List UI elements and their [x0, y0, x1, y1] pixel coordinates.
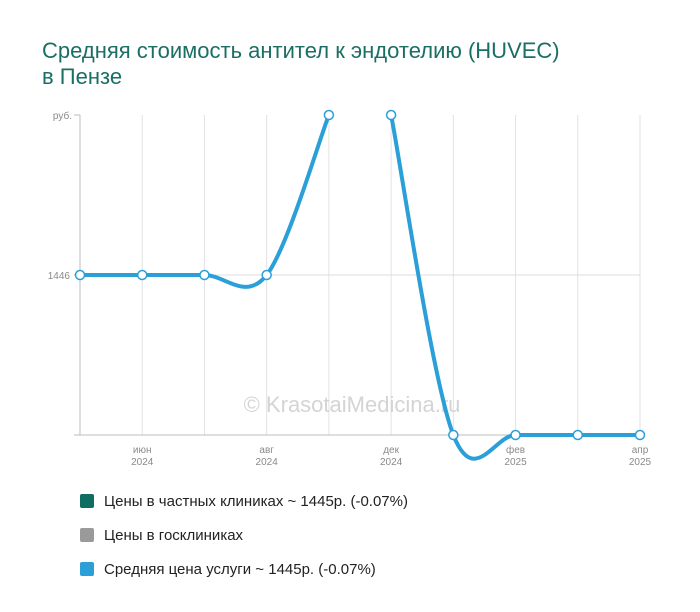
x-tick-label-year: 2024 — [131, 457, 154, 468]
chart-title-line-2: в Пензе — [42, 64, 123, 89]
chart-title: Средняя стоимость антител к эндотелию (H… — [42, 38, 662, 90]
y-tick-label: 1446 — [48, 271, 71, 282]
watermark: © KrasotaiMedicina.ru — [244, 392, 461, 417]
data-point — [199, 269, 210, 281]
data-point — [572, 429, 584, 441]
legend-swatch-private — [80, 494, 94, 508]
x-tick-label-year: 2025 — [504, 457, 527, 468]
data-point — [136, 269, 148, 281]
legend-label-public: Цены в госклиниках — [104, 526, 244, 544]
legend-swatch-public — [80, 528, 94, 542]
x-tick-label-month: фев — [506, 444, 525, 456]
legend-item-public[interactable]: Цены в госклиниках — [80, 518, 408, 552]
x-tick-label-month: июн — [133, 445, 152, 456]
data-point — [448, 429, 459, 441]
data-point — [261, 269, 272, 281]
y-unit-label: руб. — [53, 110, 72, 122]
data-point — [510, 429, 521, 441]
x-tick-label-year: 2024 — [380, 457, 403, 468]
x-tick-label-year: 2025 — [629, 457, 652, 468]
data-point — [385, 109, 397, 121]
x-tick-label-month: дек — [383, 445, 399, 456]
data-point — [74, 269, 86, 281]
legend-label-private: Цены в частных клиниках ~ 1445р. (-0.07%… — [104, 492, 408, 510]
chart-title-line-1: Средняя стоимость антител к эндотелию (H… — [42, 38, 560, 63]
series — [74, 109, 646, 461]
legend: Цены в частных клиниках ~ 1445р. (-0.07%… — [80, 484, 408, 586]
legend-swatch-average — [80, 562, 94, 576]
legend-label-average: Средняя цена услуги ~ 1445р. (-0.07%) — [104, 560, 376, 578]
series-line — [78, 113, 331, 289]
data-point — [323, 109, 335, 121]
x-tick-label-month: апр — [632, 445, 649, 456]
x-tick-label-month: авг — [259, 445, 274, 456]
x-tick-label-year: 2024 — [256, 457, 279, 468]
data-point — [634, 429, 646, 441]
legend-item-private[interactable]: Цены в частных клиниках ~ 1445р. (-0.07%… — [80, 484, 408, 518]
legend-item-average[interactable]: Средняя цена услуги ~ 1445р. (-0.07%) — [80, 552, 408, 586]
